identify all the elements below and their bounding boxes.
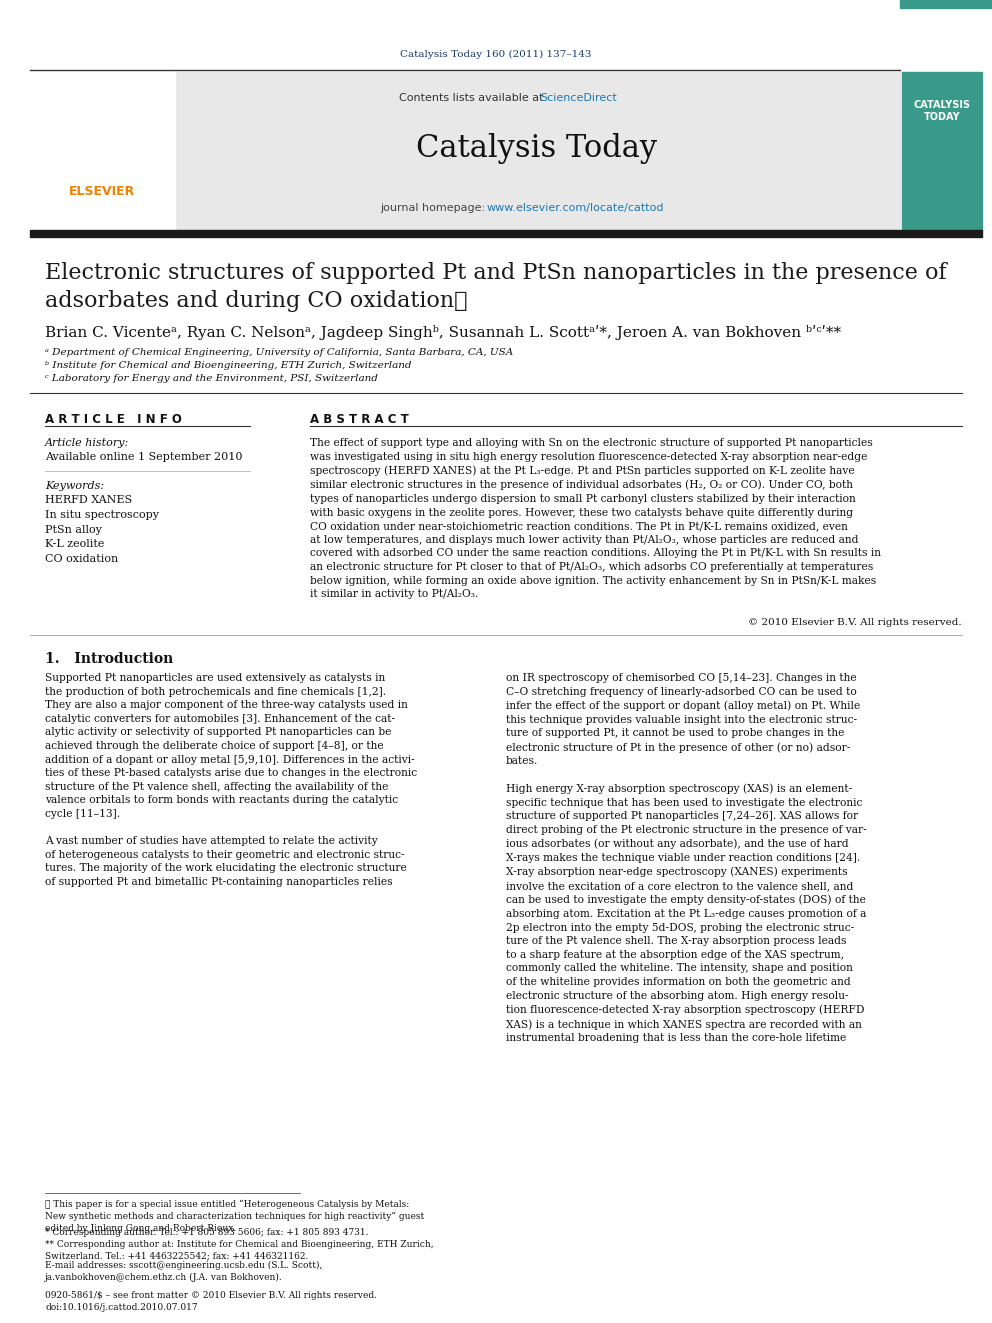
Text: * Corresponding author. Tel.: +1 805 893 5606; fax: +1 805 893 4731.: * Corresponding author. Tel.: +1 805 893… bbox=[45, 1228, 368, 1237]
Text: ScienceDirect: ScienceDirect bbox=[540, 93, 617, 103]
Text: ᵇ Institute for Chemical and Bioengineering, ETH Zurich, Switzerland: ᵇ Institute for Chemical and Bioengineer… bbox=[45, 361, 412, 370]
Bar bbox=[902, 71, 982, 230]
Text: Electronic structures of supported Pt and PtSn nanoparticles in the presence of
: Electronic structures of supported Pt an… bbox=[45, 262, 946, 312]
Text: journal homepage:: journal homepage: bbox=[380, 202, 489, 213]
Text: The effect of support type and alloying with Sn on the electronic structure of s: The effect of support type and alloying … bbox=[310, 438, 881, 599]
Text: Contents lists available at: Contents lists available at bbox=[399, 93, 547, 103]
Text: HERFD XANES
In situ spectroscopy
PtSn alloy
K-L zeolite
CO oxidation: HERFD XANES In situ spectroscopy PtSn al… bbox=[45, 495, 159, 564]
Text: ** Corresponding author at: Institute for Chemical and Bioengineering, ETH Zuric: ** Corresponding author at: Institute fo… bbox=[45, 1240, 434, 1261]
Text: © 2010 Elsevier B.V. All rights reserved.: © 2010 Elsevier B.V. All rights reserved… bbox=[748, 618, 962, 627]
Bar bbox=[30, 71, 175, 230]
Text: CATALYSIS: CATALYSIS bbox=[914, 101, 970, 110]
Text: Catalysis Today 160 (2011) 137–143: Catalysis Today 160 (2011) 137–143 bbox=[400, 50, 592, 60]
Text: doi:10.1016/j.cattod.2010.07.017: doi:10.1016/j.cattod.2010.07.017 bbox=[45, 1303, 197, 1312]
Text: TODAY: TODAY bbox=[924, 112, 960, 122]
Text: Keywords:: Keywords: bbox=[45, 482, 104, 491]
Text: Article history:: Article history: bbox=[45, 438, 129, 448]
Text: www.elsevier.com/locate/cattod: www.elsevier.com/locate/cattod bbox=[487, 202, 665, 213]
Text: ᶜ Laboratory for Energy and the Environment, PSI, Switzerland: ᶜ Laboratory for Energy and the Environm… bbox=[45, 374, 378, 382]
Text: Supported Pt nanoparticles are used extensively as catalysts in
the production o: Supported Pt nanoparticles are used exte… bbox=[45, 673, 417, 886]
Bar bbox=[900, 0, 992, 8]
Text: E-mail addresses: sscott@engineering.ucsb.edu (S.L. Scott),
ja.vanbokhoven@chem.: E-mail addresses: sscott@engineering.ucs… bbox=[45, 1261, 322, 1282]
Text: ᵃ Department of Chemical Engineering, University of California, Santa Barbara, C: ᵃ Department of Chemical Engineering, Un… bbox=[45, 348, 513, 357]
Bar bbox=[30, 230, 982, 237]
Text: on IR spectroscopy of chemisorbed CO [5,14–23]. Changes in the
C–O stretching fr: on IR spectroscopy of chemisorbed CO [5,… bbox=[506, 673, 867, 1043]
Text: 1.   Introduction: 1. Introduction bbox=[45, 652, 174, 665]
Text: Brian C. Vicenteᵃ, Ryan C. Nelsonᵃ, Jagdeep Singhᵇ, Susannah L. Scottᵃʹ*, Jeroen: Brian C. Vicenteᵃ, Ryan C. Nelsonᵃ, Jagd… bbox=[45, 325, 841, 340]
Text: ⋆ This paper is for a special issue entitled “Heterogeneous Catalysis by Metals:: ⋆ This paper is for a special issue enti… bbox=[45, 1200, 425, 1233]
Text: 0920-5861/$ – see front matter © 2010 Elsevier B.V. All rights reserved.: 0920-5861/$ – see front matter © 2010 El… bbox=[45, 1291, 377, 1301]
Text: A R T I C L E   I N F O: A R T I C L E I N F O bbox=[45, 413, 182, 426]
Text: A B S T R A C T: A B S T R A C T bbox=[310, 413, 409, 426]
Text: ELSEVIER: ELSEVIER bbox=[68, 185, 135, 198]
Bar bbox=[175, 71, 900, 230]
Text: Catalysis Today: Catalysis Today bbox=[417, 134, 658, 164]
Text: Available online 1 September 2010: Available online 1 September 2010 bbox=[45, 452, 242, 462]
